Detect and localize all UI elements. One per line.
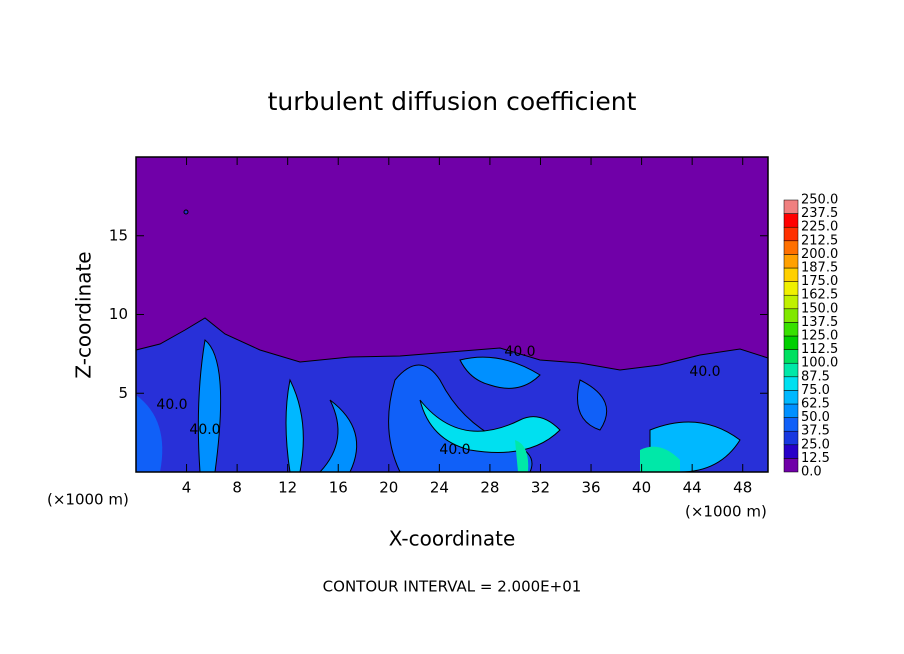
x-tick-label: 4 [182, 479, 192, 497]
colorbar-box [783, 390, 799, 405]
x-tick-label: 44 [683, 479, 702, 497]
colorbar-box [783, 281, 799, 296]
y-tick-label: 15 [109, 226, 128, 244]
colorbar-label: 0.0 [801, 465, 822, 480]
colorbar-label: 150.0 [801, 301, 838, 316]
colorbar-label: 237.5 [801, 206, 838, 221]
colorbar-box [783, 335, 799, 350]
colorbar-box [783, 213, 799, 228]
colorbar-label: 112.5 [801, 342, 838, 357]
colorbar-label: 175.0 [801, 274, 838, 289]
field [135, 157, 769, 473]
colorbar-label: 212.5 [801, 233, 838, 248]
colorbar-box [783, 226, 799, 242]
x-unit: (×1000 m) [685, 503, 767, 521]
colorbar-box [783, 294, 799, 310]
colorbar-box [783, 267, 799, 282]
patch [419, 399, 561, 453]
x-tick-label: 40 [632, 479, 651, 497]
x-axis-label: X-coordinate [389, 527, 516, 551]
colorbar-box [783, 322, 799, 337]
patch [515, 440, 529, 472]
contour-label: 40.0 [689, 364, 720, 380]
patch [577, 379, 608, 431]
patch [136, 395, 163, 472]
colorbar-box [783, 417, 799, 432]
colorbar-label: 12.5 [801, 451, 830, 466]
colorbar-label: 87.5 [801, 369, 830, 384]
colorbar-box [783, 308, 799, 323]
colorbar-box [783, 254, 799, 269]
colorbar-box [783, 349, 799, 364]
contour-label: 40.0 [189, 422, 220, 438]
x-tick-label: 12 [278, 479, 297, 497]
colorbar-label: 25.0 [801, 437, 830, 452]
colorbar-box [783, 240, 799, 255]
colorbar-label: 37.5 [801, 424, 830, 439]
colorbar-box [783, 403, 799, 418]
contour-label: 40.0 [156, 397, 187, 413]
colorbar-label: 162.5 [801, 288, 838, 303]
colorbar-label: 100.0 [801, 356, 838, 371]
colorbar-label: 62.5 [801, 397, 830, 412]
x-tick-label: 20 [379, 479, 398, 497]
colorbar-label: 225.0 [801, 220, 838, 235]
y-tick-label: 10 [109, 305, 128, 323]
contour-label: 40.0 [504, 344, 535, 360]
x-tick-label: 36 [581, 479, 600, 497]
contour-interval: CONTOUR INTERVAL = 2.000E+01 [323, 578, 582, 596]
colorbar-label: 200.0 [801, 247, 838, 262]
colorbar-box [783, 444, 799, 459]
x-tick-label: 28 [480, 479, 499, 497]
x-tick-label: 8 [232, 479, 242, 497]
x-tick-label: 24 [430, 479, 449, 497]
colorbar-label: 250.0 [801, 193, 838, 208]
colorbar-box [783, 199, 799, 214]
x-tick-label: 16 [329, 479, 348, 497]
y-axis-label: Z-coordinate [72, 251, 96, 378]
patch [183, 209, 189, 215]
patch [640, 446, 680, 472]
colorbar-label: 75.0 [801, 383, 830, 398]
colorbar-label: 125.0 [801, 329, 838, 344]
chart-title: turbulent diffusion coefficient [268, 87, 637, 116]
y-unit: (×1000 m) [47, 491, 129, 509]
contour-label: 40.0 [439, 442, 470, 458]
colorbar-box [783, 430, 799, 446]
colorbar-box [783, 376, 799, 391]
colorbar-label: 137.5 [801, 315, 838, 330]
x-tick-label: 32 [531, 479, 550, 497]
x-tick-label: 48 [733, 479, 752, 497]
colorbar-box [783, 362, 799, 378]
patch [459, 356, 541, 389]
colorbar-box [783, 458, 799, 473]
y-tick-label: 5 [118, 384, 128, 402]
colorbar-label: 50.0 [801, 410, 830, 425]
colorbar-label: 187.5 [801, 261, 838, 276]
